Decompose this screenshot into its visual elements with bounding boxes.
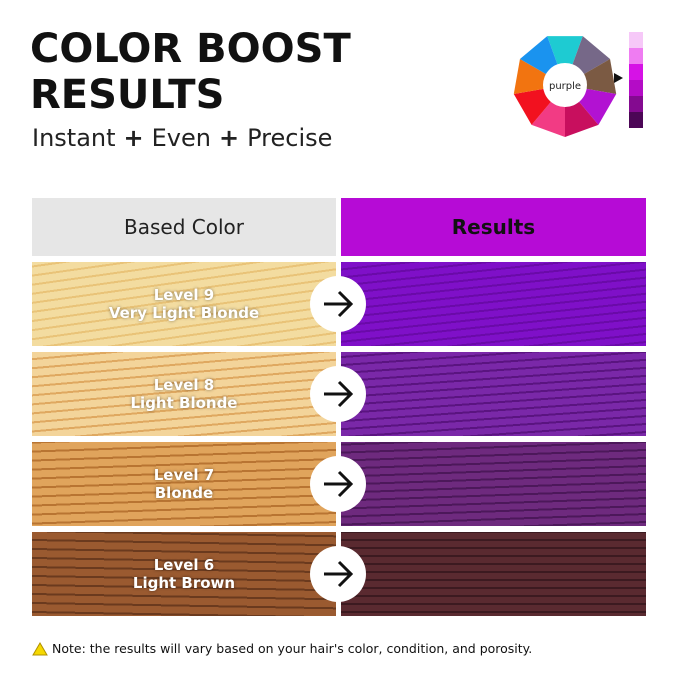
warning-icon [32,641,48,655]
arrow-right-icon [310,366,366,422]
level-label: Level 7 [153,466,215,484]
swatch-shade [629,48,643,64]
swatch-shade [629,112,643,128]
results-header: Results [341,198,646,256]
plus-icon: + [123,124,144,152]
note-text: Note: the results will vary based on you… [52,641,533,656]
wheel-segment [547,36,583,65]
swatch-shade [629,32,643,48]
base-color-cell: Level 8 Light Blonde [32,352,336,436]
wheel-segment [513,59,546,95]
subtitle: Instant + Even + Precise [32,124,332,152]
arrow-right-icon [310,276,366,332]
based-color-header: Based Color [32,198,336,256]
sub-precise: Precise [247,124,333,152]
result-color-cell [341,442,646,526]
level-label: Level 9 [153,286,215,304]
color-wheel: purple [513,36,617,137]
note: Note: the results will vary based on you… [32,641,532,656]
wheel-segment [565,101,599,137]
plus-icon: + [218,124,240,152]
wheel-center-label: purple [549,81,581,92]
swatch-shade [629,80,643,96]
wheel-segment [531,101,565,137]
result-color-cell [341,532,646,616]
swatch-shade [629,96,643,112]
base-color-cell: Level 9 Very Light Blonde [32,262,336,346]
result-color-cell [341,352,646,436]
level-label: Level 8 [153,376,215,394]
wheel-segment [584,59,617,95]
title-line-1: COLOR BOOST [30,26,351,72]
wheel-segment [572,36,611,74]
sub-instant: Instant [32,124,116,152]
wheel-segment [519,36,558,74]
swatch-shade [629,64,643,80]
level-label: Level 6 [153,556,215,574]
page-title: COLOR BOOST RESULTS [30,26,351,118]
base-color-cell: Level 7 Blonde [32,442,336,526]
wheel-segment [579,88,617,125]
level-name: Light Brown [132,574,236,592]
arrow-right-icon [310,546,366,602]
level-name: Light Blonde [130,394,238,412]
shade-swatch-bar [629,32,643,128]
sub-even: Even [151,124,211,152]
level-name: Blonde [154,484,214,502]
base-color-cell: Level 6 Light Brown [32,532,336,616]
pointer-arrow-icon [614,73,623,83]
result-color-cell [341,262,646,346]
level-name: Very Light Blonde [108,304,260,322]
title-line-2: RESULTS [30,72,225,118]
wheel-segment [513,88,551,125]
arrow-right-icon [310,456,366,512]
